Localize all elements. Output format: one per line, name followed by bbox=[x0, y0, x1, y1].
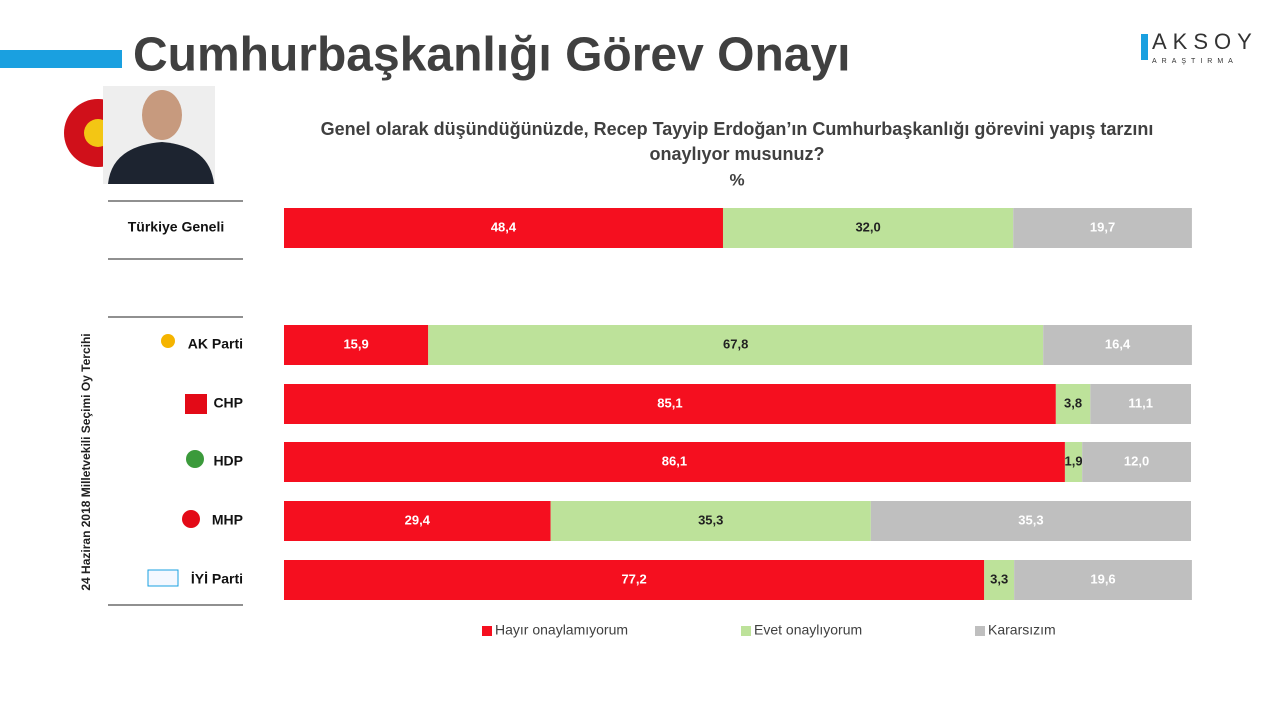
value-label: 3,8 bbox=[1064, 395, 1082, 410]
value-label: 12,0 bbox=[1124, 453, 1149, 468]
bar-segment bbox=[870, 501, 1191, 541]
value-label: 19,7 bbox=[1090, 219, 1115, 234]
value-label: 1,9 bbox=[1065, 453, 1083, 468]
portrait-suit bbox=[108, 142, 214, 184]
category-label: MHP bbox=[212, 512, 243, 528]
bar-segment bbox=[284, 442, 1065, 482]
category-label: HDP bbox=[213, 453, 243, 469]
legend-label: Kararsızım bbox=[988, 622, 1056, 638]
party-icon bbox=[147, 569, 179, 587]
value-label: 86,1 bbox=[662, 453, 687, 468]
bar-segment bbox=[1013, 208, 1192, 248]
bar-segment bbox=[1090, 384, 1191, 424]
party-icon bbox=[185, 394, 207, 414]
value-label: 19,6 bbox=[1090, 571, 1115, 586]
bar-segment bbox=[1055, 384, 1091, 424]
bar-segment bbox=[428, 325, 1044, 365]
unit: % bbox=[729, 170, 744, 189]
category-label: Türkiye Geneli bbox=[128, 219, 224, 235]
value-label: 3,3 bbox=[990, 571, 1008, 586]
legend-swatch bbox=[741, 626, 751, 636]
bar-segment bbox=[984, 560, 1015, 600]
value-label: 32,0 bbox=[855, 219, 880, 234]
logo-mark bbox=[1141, 34, 1148, 60]
bar-segment bbox=[284, 501, 551, 541]
portrait-face bbox=[142, 90, 182, 140]
value-label: 35,3 bbox=[698, 512, 723, 527]
logo: AKSOY ARAŞTIRMA bbox=[1141, 29, 1258, 65]
bar-segment bbox=[722, 208, 1014, 248]
bar-segment bbox=[550, 501, 871, 541]
bar-segment bbox=[1082, 442, 1191, 482]
chart-title: Cumhurbaşkanlığı Görev Onayı bbox=[133, 29, 851, 82]
party-icon bbox=[182, 510, 200, 528]
category-label: AK Parti bbox=[188, 336, 243, 352]
emblem bbox=[64, 86, 215, 184]
value-label: 15,9 bbox=[343, 336, 368, 351]
bar-segment bbox=[1043, 325, 1192, 365]
bar-segment bbox=[284, 325, 429, 365]
value-label: 85,1 bbox=[657, 395, 682, 410]
bar-segment bbox=[1014, 560, 1192, 600]
logo-sub: ARAŞTIRMA bbox=[1152, 58, 1238, 65]
group-label: 24 Haziran 2018 Milletvekili Seçimi Oy T… bbox=[79, 333, 93, 590]
bar-segment bbox=[284, 384, 1056, 424]
legend-label: Hayır onaylamıyorum bbox=[495, 622, 628, 638]
bar-segment bbox=[1064, 442, 1083, 482]
legend-swatch bbox=[482, 626, 492, 636]
bar-segment bbox=[284, 208, 723, 248]
subtitle: Genel olarak düşündüğünüzde, Recep Tayyi… bbox=[321, 119, 1154, 139]
legend-swatch bbox=[975, 626, 985, 636]
subtitle: onaylıyor musunuz? bbox=[649, 144, 824, 164]
accent-bar bbox=[0, 50, 122, 68]
category-label: İYİ Parti bbox=[191, 571, 243, 587]
bar-segment bbox=[284, 560, 985, 600]
value-label: 67,8 bbox=[723, 336, 748, 351]
value-label: 48,4 bbox=[491, 219, 517, 234]
value-label: 35,3 bbox=[1018, 512, 1043, 527]
value-label: 77,2 bbox=[621, 571, 646, 586]
value-label: 11,1 bbox=[1128, 395, 1153, 410]
party-icon bbox=[161, 334, 175, 348]
category-label: CHP bbox=[213, 395, 243, 411]
legend-label: Evet onaylıyorum bbox=[754, 622, 862, 638]
value-label: 16,4 bbox=[1105, 336, 1131, 351]
value-label: 29,4 bbox=[405, 512, 431, 527]
logo-name: AKSOY bbox=[1152, 29, 1258, 54]
party-icon bbox=[186, 450, 204, 468]
